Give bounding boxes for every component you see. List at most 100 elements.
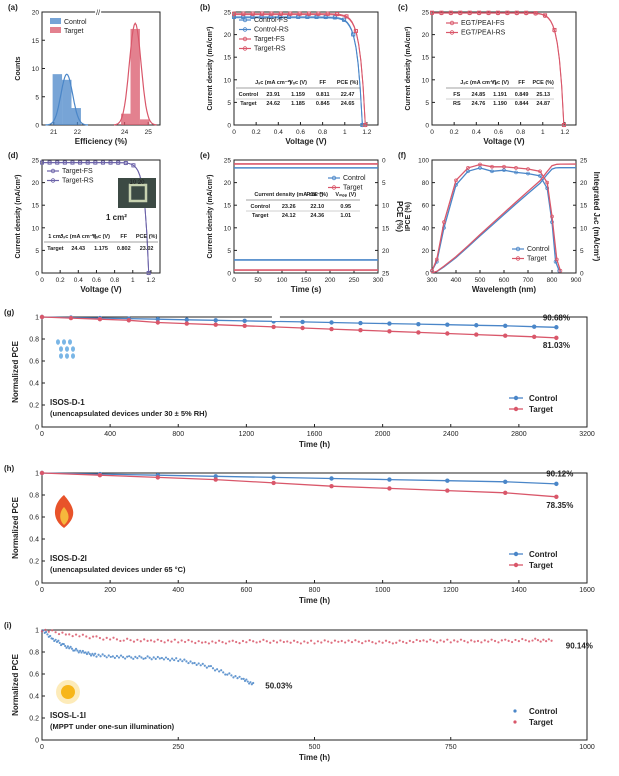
mppt-point-control xyxy=(203,664,206,667)
ipce-point xyxy=(514,170,518,175)
ipce-point xyxy=(454,178,458,183)
y-tick-label: 0.8 xyxy=(29,337,39,344)
jv-point xyxy=(524,11,529,16)
mppt-point-target xyxy=(54,631,57,634)
legend-entry: Target-FS xyxy=(254,36,285,43)
mppt-point-control xyxy=(250,683,253,686)
x-tick-label: 22 xyxy=(74,129,82,136)
mppt-point-target xyxy=(422,639,425,642)
stability-point-target xyxy=(97,473,103,478)
histogram-bar-target xyxy=(121,113,131,125)
mppt-point-control xyxy=(49,634,52,638)
mppt-point-target xyxy=(487,640,490,643)
legend-entry: Target-FS xyxy=(62,168,93,175)
y-axis-label: Current density (mA/cm²) xyxy=(207,26,214,110)
table-header: Vₒc (V) xyxy=(491,80,509,86)
panel-g: 0 400 800 1200 1600 2000 2400 2800 3200 0 0.2 0.4 0.… xyxy=(4,308,595,449)
water-drop-icon xyxy=(59,353,63,359)
mppt-point-control xyxy=(97,653,100,656)
mppt-point-target xyxy=(177,641,180,644)
water-drop-icon xyxy=(56,339,60,345)
mppt-point-control xyxy=(252,681,255,685)
jv-point xyxy=(85,160,90,165)
mppt-point-control xyxy=(171,657,174,660)
mppt-point-control xyxy=(58,641,61,645)
jv-point xyxy=(108,160,113,165)
target-final-value: 81.03% xyxy=(543,341,570,350)
test-protocol-label: ISOS-L-1I xyxy=(50,711,86,720)
mppt-point-target xyxy=(224,642,228,645)
jv-point xyxy=(325,11,330,16)
x-tick-label: 400 xyxy=(172,587,184,594)
stability-point-control xyxy=(271,475,276,480)
mppt-point-control xyxy=(249,681,252,684)
y-tick-label: 5 xyxy=(227,100,231,107)
jv-curve xyxy=(42,162,150,274)
mppt-point-control xyxy=(74,647,78,650)
stability-point-target xyxy=(97,317,103,322)
histogram-bar-control xyxy=(71,108,81,125)
y-tick-label: 10 xyxy=(32,66,40,73)
mppt-point-target xyxy=(197,640,200,643)
ipce-point xyxy=(502,168,506,173)
mppt-point-control xyxy=(230,674,233,677)
mppt-point-control xyxy=(117,656,121,659)
stability-point-control xyxy=(242,318,247,324)
table-cell: 1.191 xyxy=(493,92,507,98)
panel-tag: (b) xyxy=(200,3,211,12)
mppt-point-target xyxy=(57,632,61,636)
table-cell: Target xyxy=(240,101,257,107)
jv-point xyxy=(260,11,265,16)
mppt-point-control xyxy=(146,655,149,658)
mppt-point-target xyxy=(453,639,456,642)
stability-point-control xyxy=(554,481,559,487)
ipce-point xyxy=(550,214,554,219)
jv-point xyxy=(241,11,246,16)
ipce-point xyxy=(490,164,494,169)
mppt-point-control xyxy=(168,659,172,662)
target-final-value: 90.14% xyxy=(566,642,593,651)
mppt-point-control xyxy=(119,654,123,657)
panel-tag: (d) xyxy=(8,151,19,160)
stability-line-target xyxy=(41,472,557,498)
x-tick-label: 0 xyxy=(40,744,44,751)
plot-frame xyxy=(431,159,577,274)
panel-tag: (i) xyxy=(4,621,12,630)
mppt-point-control xyxy=(189,660,192,663)
x-tick-label: 0.6 xyxy=(494,129,503,136)
mppt-point-target xyxy=(405,641,408,645)
x-tick-label: 0.8 xyxy=(318,129,327,136)
mppt-point-target xyxy=(550,639,553,642)
mppt-point-target xyxy=(163,641,166,644)
x-tick-label: 0.8 xyxy=(516,129,525,136)
mppt-point-target xyxy=(313,642,316,645)
mppt-point-control xyxy=(46,633,49,636)
stability-point-control xyxy=(387,477,392,482)
mppt-point-target xyxy=(153,640,156,643)
x-axis-label: Time (h) xyxy=(299,440,330,449)
x-axis-label: Time (h) xyxy=(299,596,330,605)
x-axis-label: Time (h) xyxy=(299,753,330,762)
jv-point xyxy=(332,15,337,20)
y-tick-label: 0 xyxy=(35,271,39,278)
x-tick-label: 400 xyxy=(451,277,462,284)
legend-entry: Control xyxy=(343,175,366,182)
table-cell: Control xyxy=(239,92,259,98)
mppt-point-target xyxy=(391,642,394,645)
table-header: Jₛc (mA cm⁻²) xyxy=(255,79,291,86)
table-cell: Target xyxy=(252,213,269,219)
mppt-point-target xyxy=(88,637,91,640)
ipce-point xyxy=(526,171,530,176)
mppt-point-target xyxy=(190,640,193,643)
mppt-point-control xyxy=(154,657,157,660)
jv-point xyxy=(39,160,45,165)
y2-tick-label: 15 xyxy=(382,225,390,232)
mppt-point-control xyxy=(77,651,80,654)
stability-point-target xyxy=(155,475,161,480)
jv-point xyxy=(542,13,548,18)
plot-frame xyxy=(233,11,379,126)
legend-marker xyxy=(513,720,517,724)
jv-point xyxy=(561,122,566,128)
mppt-point-control xyxy=(84,651,87,654)
